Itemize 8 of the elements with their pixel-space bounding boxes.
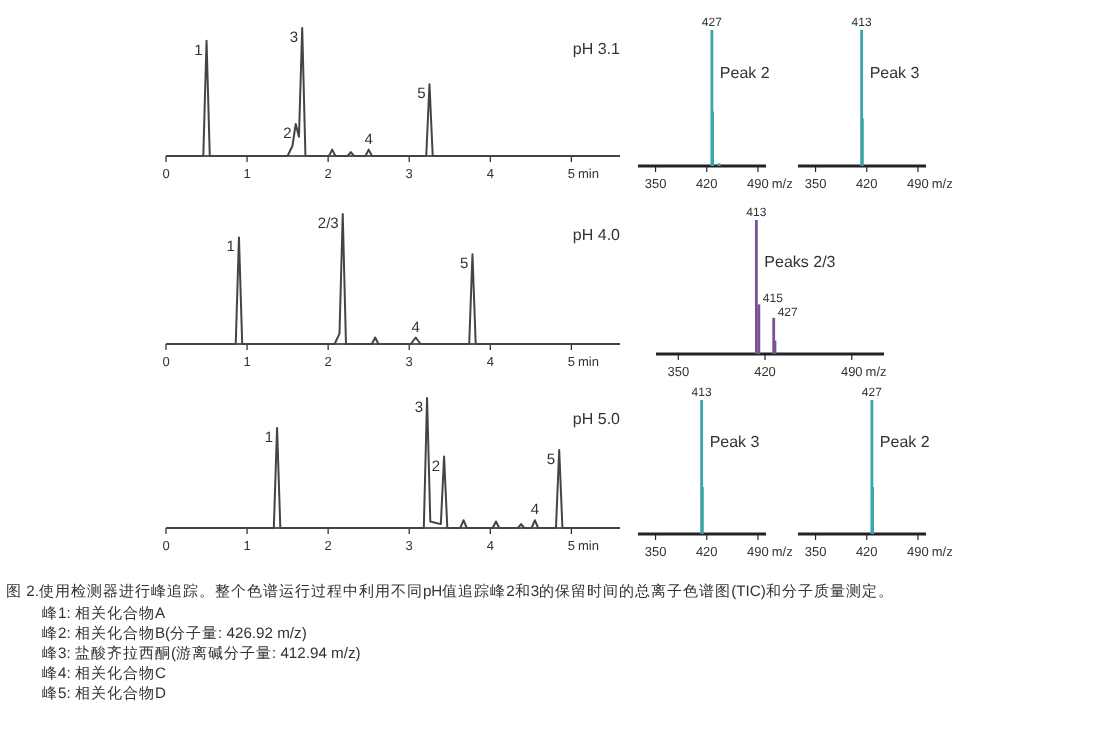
annotation: pH 3.1	[572, 40, 622, 58]
annotation: pH 4.0	[572, 226, 622, 244]
annotation: Peak 2	[719, 63, 771, 82]
annotation: Peaks 2/3	[764, 252, 837, 271]
annotation: Peak 3	[709, 432, 761, 451]
annotation: pH 5.0	[572, 410, 622, 428]
annotation: Peak 2	[879, 432, 931, 451]
annotation: Peak 3	[869, 63, 921, 82]
